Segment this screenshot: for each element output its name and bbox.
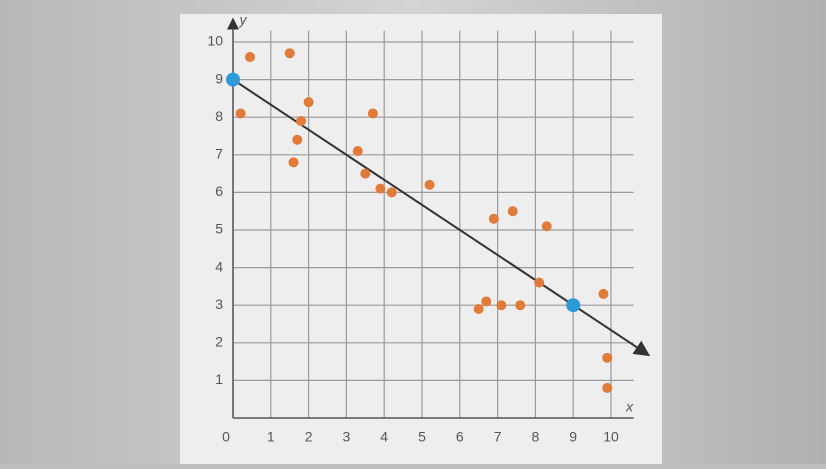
- y-tick-label: 7: [215, 146, 223, 162]
- x-tick-label: 9: [569, 429, 577, 445]
- x-tick-label: 8: [532, 429, 540, 445]
- y-tick-label: 6: [215, 183, 223, 199]
- point: [235, 108, 246, 119]
- x-axis-label: x: [625, 399, 634, 415]
- point: [507, 206, 518, 217]
- point: [284, 48, 295, 59]
- point: [488, 213, 499, 224]
- point: [602, 352, 613, 363]
- grid: [227, 17, 634, 419]
- point: [481, 296, 492, 307]
- card: [180, 14, 662, 464]
- x-tick-label: 0: [222, 429, 230, 445]
- point: [303, 97, 314, 108]
- x-tick-label: 1: [267, 429, 275, 445]
- point: [598, 288, 609, 299]
- point: [367, 108, 378, 119]
- y-axis-label: y: [239, 11, 248, 27]
- x-tick-label: 7: [494, 429, 502, 445]
- point: [386, 187, 397, 198]
- y-tick-label: 1: [215, 371, 223, 387]
- point: [288, 157, 299, 168]
- y-tick-label: 9: [215, 70, 223, 86]
- y-tick-label: 5: [215, 221, 223, 237]
- point: [602, 382, 613, 393]
- point: [496, 300, 507, 311]
- point: [360, 168, 371, 179]
- y-tick-label: 4: [215, 258, 223, 274]
- y-tick-label: 10: [207, 33, 223, 49]
- x-tick-label: 10: [603, 429, 619, 445]
- plot: [226, 48, 651, 393]
- x-tick-label: 2: [305, 429, 313, 445]
- x-tick-label: 3: [343, 429, 351, 445]
- x-tick-label: 5: [418, 429, 426, 445]
- y-tick-label: 3: [215, 296, 223, 312]
- point: [375, 183, 386, 194]
- point: [515, 300, 526, 311]
- point: [296, 115, 307, 126]
- point: [534, 277, 545, 288]
- point: [473, 303, 484, 314]
- point: [541, 221, 552, 232]
- x-tick-label: 6: [456, 429, 464, 445]
- point: [292, 134, 303, 145]
- point: [352, 146, 363, 157]
- x-tick-label: 4: [380, 429, 388, 445]
- y-tick-label: 2: [215, 334, 223, 350]
- point: [245, 52, 256, 63]
- point: [424, 179, 435, 190]
- y-tick-label: 8: [215, 108, 223, 124]
- point: [566, 298, 581, 313]
- point: [226, 72, 240, 87]
